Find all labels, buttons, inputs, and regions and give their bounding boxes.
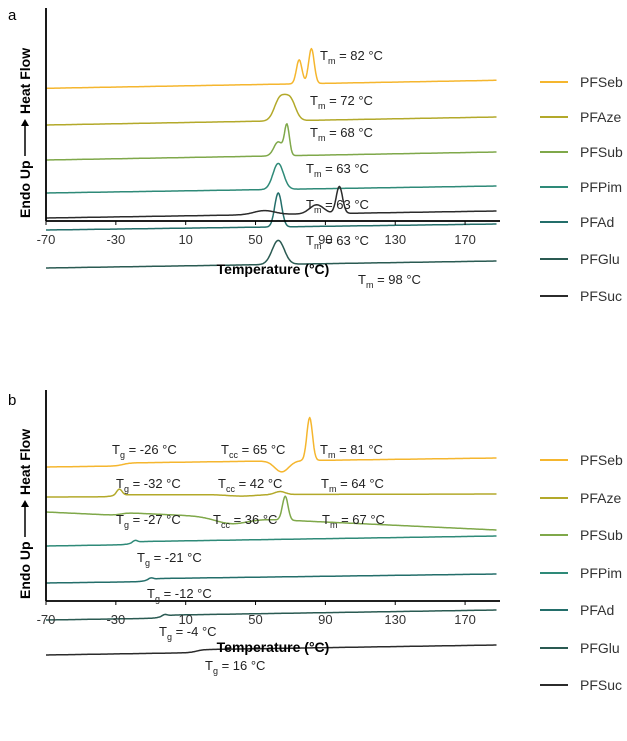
- panel-b: b -70 -30 10 50 90 130 170 Temperature (°C) En…: [8, 390, 623, 693]
- legend-label-pfsub: PFSub: [580, 144, 623, 160]
- trace-pfpim: [46, 162, 497, 194]
- x-ticks-b: -70 -30 10 50 90 130 170: [37, 601, 476, 627]
- annotation-pfaze-tcc: Tcc = 42 °C: [218, 476, 282, 494]
- traces-a: [46, 47, 497, 269]
- legend-label-pfsuc: PFSuc: [580, 288, 622, 304]
- x-tick-label: -70: [37, 232, 56, 247]
- legend-label-pfseb: PFSeb: [580, 452, 623, 468]
- annotation-pfaze-tg: Tg = -32 °C: [116, 476, 181, 494]
- legend-label-pfaze: PFAze: [580, 109, 621, 125]
- annotation-pfpim-tm: Tm = 63 °C: [306, 161, 369, 179]
- trace-pfaze: [46, 488, 497, 498]
- legend-label-pfsuc: PFSuc: [580, 677, 622, 693]
- x-tick-label: 130: [384, 232, 406, 247]
- legend-label-pfad: PFAd: [580, 214, 614, 230]
- traces-b: [46, 416, 497, 656]
- annotation-pfpim-tg: Tg = -21 °C: [137, 550, 202, 568]
- trace-pfad: [46, 192, 497, 231]
- annotation-pfaze-tm: Tm = 64 °C: [321, 476, 384, 494]
- trace-pfsuc: [46, 644, 497, 656]
- y-label-part1-a: Endo Up: [17, 160, 33, 218]
- x-tick-label: 10: [178, 612, 192, 627]
- annotations-a: Tm = 82 °C Tm = 72 °C Tm = 68 °C Tm = 63 °C…: [306, 48, 421, 290]
- legend-label-pfpim: PFPim: [580, 565, 622, 581]
- trace-pfsub: [46, 123, 497, 161]
- annotation-pfsuc-tm: Tm = 98 °C: [358, 272, 421, 290]
- annotation-pfglu-tm: Tm = 63 °C: [306, 233, 369, 251]
- x-ticks-a: -70 -30 10 50 90 130 170: [37, 221, 476, 247]
- annotation-pfseb-tm: Tm = 82 °C: [320, 48, 383, 66]
- y-label-part1-b: Endo Up: [17, 541, 33, 599]
- panel-a: a -70 -30 10 50 90 130 170 Temperature (°C) En…: [8, 7, 623, 304]
- annotation-pfsub-tg: Tg = -27 °C: [116, 512, 181, 530]
- x-tick-label: 90: [318, 232, 332, 247]
- trace-pfglu: [46, 609, 497, 621]
- annotation-pfsub-tm: Tm = 67 °C: [322, 512, 385, 530]
- trace-pfad: [46, 573, 497, 584]
- annotation-pfseb-tcc: Tcc = 65 °C: [221, 442, 285, 460]
- annotation-pfsub-tm: Tm = 68 °C: [310, 125, 373, 143]
- trace-pfglu: [46, 239, 497, 269]
- trace-pfseb: [46, 416, 497, 473]
- x-tick-label: 10: [178, 232, 192, 247]
- x-tick-label: -30: [106, 232, 125, 247]
- x-tick-label: 50: [248, 612, 262, 627]
- legend-a: PFSeb PFAze PFSub PFPim PFAd PFGlu PFSuc: [540, 74, 623, 304]
- trace-pfaze: [46, 93, 497, 126]
- y-label-part2-a: Heat Flow: [17, 48, 33, 114]
- legend-label-pfpim: PFPim: [580, 179, 622, 195]
- legend-label-pfseb: PFSeb: [580, 74, 623, 90]
- annotations-b: Tg = -26 °C Tcc = 65 °C Tm = 81 °C Tg = -32…: [112, 442, 385, 676]
- x-axis-label-b: Temperature (°C): [217, 639, 330, 655]
- annotation-pfsuc-tg: Tg = 16 °C: [205, 658, 265, 676]
- x-axis-label-a: Temperature (°C): [217, 261, 330, 277]
- panel-letter-b: b: [8, 392, 16, 409]
- annotation-pfsub-tcc: Tcc = 36 °C: [213, 512, 277, 530]
- legend-label-pfglu: PFGlu: [580, 251, 620, 267]
- annotation-pfad-tm: Tm = 63 °C: [306, 197, 369, 215]
- x-tick-label: 90: [318, 612, 332, 627]
- panel-letter-a: a: [8, 7, 17, 24]
- legend-label-pfglu: PFGlu: [580, 640, 620, 656]
- x-tick-label: -70: [37, 612, 56, 627]
- x-tick-label: 170: [454, 612, 476, 627]
- trace-pfsub: [46, 495, 497, 531]
- trace-pfseb: [46, 47, 497, 90]
- annotation-pfglu-tg: Tg = -4 °C: [159, 624, 217, 642]
- x-tick-label: 170: [454, 232, 476, 247]
- annotation-pfseb-tg: Tg = -26 °C: [112, 442, 177, 460]
- annotation-pfseb-tm: Tm = 81 °C: [320, 442, 383, 460]
- legend-label-pfad: PFAd: [580, 602, 614, 618]
- trace-pfpim: [46, 535, 497, 547]
- legend-label-pfaze: PFAze: [580, 490, 621, 506]
- annotation-pfaze-tm: Tm = 72 °C: [310, 93, 373, 111]
- x-tick-label: -30: [106, 612, 125, 627]
- x-tick-label: 50: [248, 232, 262, 247]
- x-tick-label: 130: [384, 612, 406, 627]
- y-label-part2-b: Heat Flow: [17, 429, 33, 495]
- y-axis-label-a: Endo Up Heat Flow: [17, 48, 33, 218]
- trace-pfsuc: [46, 185, 497, 219]
- arrow-head-icon: [21, 500, 29, 507]
- y-axis-label-b: Endo Up Heat Flow: [17, 429, 33, 599]
- legend-label-pfsub: PFSub: [580, 527, 623, 543]
- arrow-head-icon: [21, 119, 29, 126]
- legend-b: PFSeb PFAze PFSub PFPim PFAd PFGlu PFSuc: [540, 452, 623, 693]
- annotation-pfad-tg: Tg = -12 °C: [147, 586, 212, 604]
